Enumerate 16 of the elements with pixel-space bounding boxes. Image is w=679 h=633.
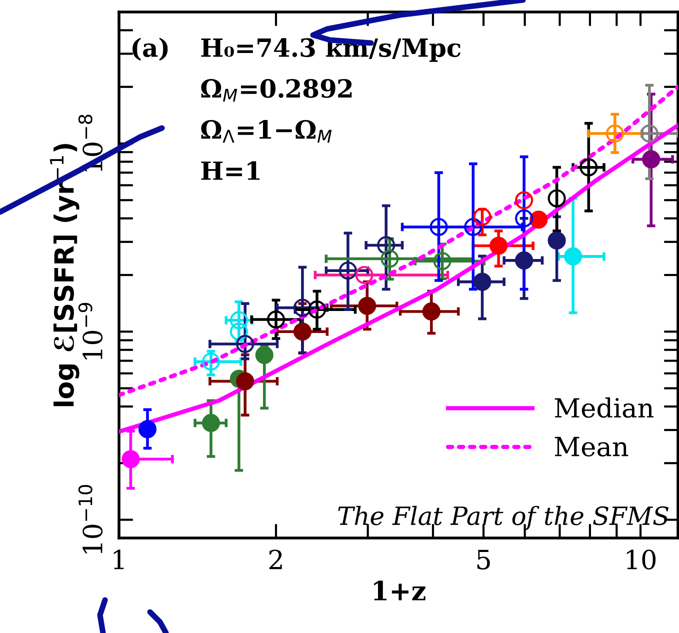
annotation: Ω$_{Λ}$=1−Ω$_{M}$ bbox=[201, 120, 332, 143]
x-tick-label: 1 bbox=[114, 550, 124, 570]
x-tick-label: 5 bbox=[477, 550, 490, 570]
annotation: The Flat Part of the SFMS bbox=[338, 506, 668, 530]
y-tick-label: 10$^{−9}$ bbox=[78, 302, 103, 360]
legend-label: Median bbox=[554, 397, 654, 418]
x-axis-title: 1+z bbox=[374, 580, 426, 600]
x-tick-label: 10 bbox=[626, 550, 656, 570]
legend-label: Mean bbox=[554, 436, 628, 457]
y-axis-title: log ℰ[SSFR] (yr$^{−1}$) bbox=[50, 144, 80, 406]
annotation: (a) bbox=[132, 38, 168, 61]
annotation: H=1 bbox=[201, 161, 260, 180]
annotation: Ω$_{M}$=0.2892 bbox=[201, 78, 352, 102]
annotation: H₀=74.3 km/s/Mpc bbox=[201, 38, 461, 62]
y-tick-label: 10$^{−10}$ bbox=[78, 484, 103, 554]
x-tick-label: 2 bbox=[269, 550, 282, 570]
